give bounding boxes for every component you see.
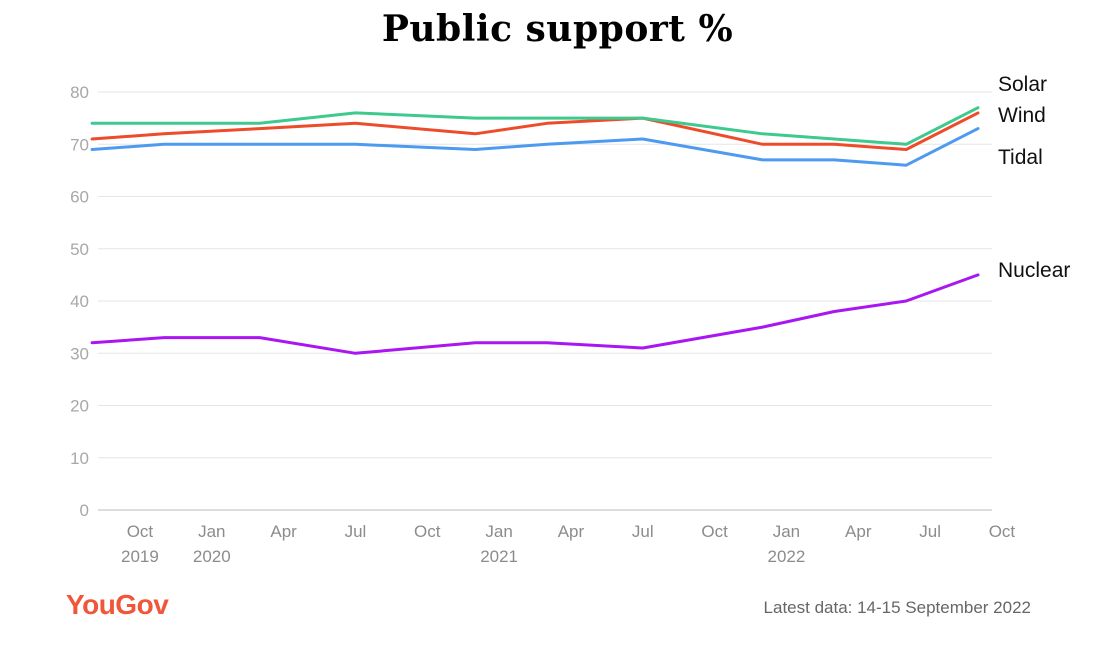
x-tick-label: Jul <box>345 522 367 541</box>
y-axis-ticks: 0 10 20 30 40 50 60 70 80 <box>70 83 89 520</box>
y-tick-label: 20 <box>70 397 89 416</box>
y-tick-label: 70 <box>70 135 89 154</box>
series-lines <box>90 106 980 355</box>
series-label-solar: Solar <box>998 73 1047 96</box>
x-tick-year-label: 2022 <box>768 547 806 566</box>
y-tick-label: 60 <box>70 188 89 207</box>
series-label-tidal: Tidal <box>998 146 1043 169</box>
x-tick-year-label: 2021 <box>480 547 518 566</box>
x-tick-label: Apr <box>270 522 297 541</box>
series-label-wind: Wind <box>998 104 1046 127</box>
x-tick-year-label: 2019 <box>121 547 159 566</box>
x-tick-label: Jan <box>773 522 800 541</box>
series-line-solar <box>90 106 980 146</box>
y-tick-label: 10 <box>70 449 89 468</box>
x-tick-label: Oct <box>414 522 441 541</box>
x-axis-ticks: Oct 2019 Jan 2020 Apr Jul Oct Jan 2021 Apr Jul Oct J… <box>121 522 1015 566</box>
y-tick-label: 0 <box>80 501 89 520</box>
x-tick-label: Apr <box>845 522 872 541</box>
y-tick-label: 30 <box>70 344 89 363</box>
latest-data-footnote: Latest data: 14-15 September 2022 <box>763 598 1031 617</box>
x-tick-label: Jul <box>632 522 654 541</box>
yougov-logo: YouGov <box>66 589 169 620</box>
gridlines <box>98 91 992 511</box>
y-tick-label: 80 <box>70 83 89 102</box>
x-tick-label: Oct <box>127 522 154 541</box>
x-tick-label: Jan <box>485 522 512 541</box>
y-tick-label: 50 <box>70 240 89 259</box>
x-tick-label: Oct <box>989 522 1016 541</box>
series-label-nuclear: Nuclear <box>998 259 1070 282</box>
series-line-tidal <box>90 127 980 167</box>
series-line-nuclear <box>90 273 980 355</box>
y-tick-label: 40 <box>70 292 89 311</box>
x-tick-label: Jan <box>198 522 225 541</box>
x-tick-label: Jul <box>919 522 941 541</box>
chart-title: Public support % <box>381 8 734 50</box>
x-tick-year-label: 2020 <box>193 547 231 566</box>
series-end-labels: Solar Wind Tidal Nuclear <box>998 73 1070 282</box>
series-line-wind <box>90 111 980 151</box>
x-tick-label: Oct <box>701 522 728 541</box>
x-tick-label: Apr <box>558 522 585 541</box>
